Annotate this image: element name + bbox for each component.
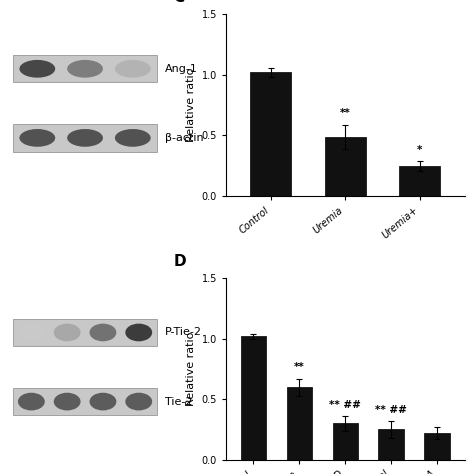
Bar: [399, 166, 440, 196]
Y-axis label: Relative ratio: Relative ratio: [186, 68, 196, 142]
Bar: [325, 137, 366, 196]
Ellipse shape: [125, 324, 152, 341]
Ellipse shape: [67, 60, 103, 78]
Bar: [378, 429, 404, 460]
Ellipse shape: [90, 324, 117, 341]
Bar: [250, 73, 291, 196]
Ellipse shape: [19, 60, 55, 78]
Text: *: *: [417, 145, 422, 155]
Bar: [13, 388, 156, 415]
Bar: [13, 55, 156, 82]
Ellipse shape: [90, 393, 117, 410]
Text: ** ##: ** ##: [329, 400, 361, 410]
Bar: [13, 319, 156, 346]
Ellipse shape: [67, 129, 103, 147]
Text: **: **: [340, 109, 351, 118]
Text: Ang-1: Ang-1: [164, 64, 198, 74]
Text: Tie-2: Tie-2: [164, 397, 192, 407]
Bar: [13, 124, 156, 152]
Text: ** ##: ** ##: [375, 405, 407, 415]
Bar: [241, 336, 266, 460]
Ellipse shape: [54, 393, 81, 410]
Ellipse shape: [125, 393, 152, 410]
Bar: [333, 423, 358, 460]
Ellipse shape: [115, 129, 151, 147]
Ellipse shape: [19, 129, 55, 147]
Bar: [424, 433, 450, 460]
Ellipse shape: [18, 324, 45, 341]
Text: C: C: [173, 0, 184, 5]
Text: D: D: [173, 254, 186, 269]
Ellipse shape: [115, 60, 151, 78]
Y-axis label: Relative ratio: Relative ratio: [186, 332, 196, 406]
Text: β-actin: β-actin: [164, 133, 203, 143]
Ellipse shape: [54, 324, 81, 341]
Ellipse shape: [18, 393, 45, 410]
Text: **: **: [294, 363, 305, 373]
Text: P-Tie-2: P-Tie-2: [164, 328, 201, 337]
Bar: [287, 387, 312, 460]
